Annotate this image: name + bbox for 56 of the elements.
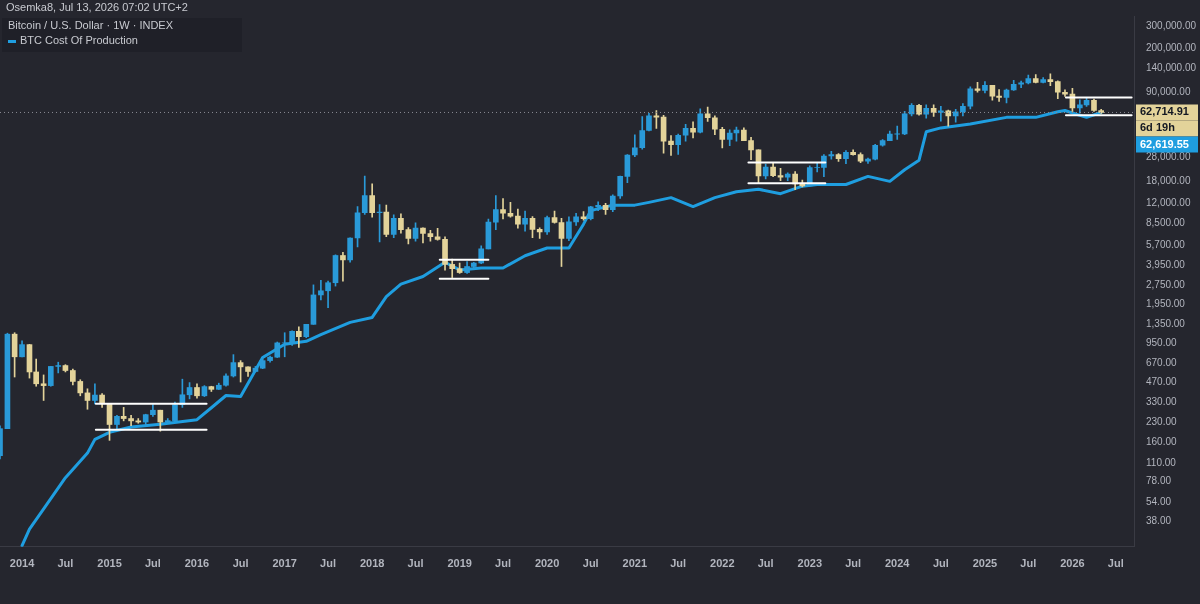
x-tick-label: 2015 bbox=[97, 557, 122, 570]
x-tick-label: 2025 bbox=[972, 557, 998, 570]
x-tick-label: Jul bbox=[582, 557, 599, 570]
y-tick-label: 8,500.00 bbox=[1146, 216, 1186, 228]
x-tick-label: Jul bbox=[845, 557, 862, 570]
y-tick-label: 5,700.00 bbox=[1146, 238, 1186, 250]
x-tick-label: Jul bbox=[232, 557, 249, 570]
x-tick-label: Jul bbox=[407, 557, 424, 570]
x-tick-label: 2017 bbox=[272, 557, 297, 570]
y-tick-label: 670.00 bbox=[1146, 356, 1178, 368]
x-tick-label: Jul bbox=[757, 557, 774, 570]
y-tick-label: 78.00 bbox=[1146, 475, 1172, 487]
x-tick-label: Jul bbox=[1020, 557, 1037, 570]
x-tick-label: Jul bbox=[495, 557, 511, 570]
y-tick-label: 140,000.00 bbox=[1146, 61, 1197, 73]
x-tick-label: 2018 bbox=[359, 557, 385, 570]
x-tick-label: 2026 bbox=[1060, 557, 1085, 570]
text: 62,619.55 bbox=[1140, 137, 1189, 150]
x-tick-label: Jul bbox=[1107, 557, 1124, 570]
y-tick-label: 54.00 bbox=[1146, 495, 1172, 507]
text: Osemka8, Jul 13, 2026 07:02 UTC+2 bbox=[6, 1, 188, 14]
y-tick-label: 3,950.00 bbox=[1146, 258, 1186, 270]
candlestick bbox=[938, 106, 944, 122]
x-tick-label: 2022 bbox=[710, 557, 735, 570]
x-tick-label: Jul bbox=[932, 557, 949, 570]
y-tick-label: 200,000.00 bbox=[1146, 42, 1197, 54]
x-tick-label: 2019 bbox=[447, 557, 472, 570]
y-tick-label: 90,000.00 bbox=[1146, 86, 1191, 98]
y-tick-label: 230.00 bbox=[1146, 415, 1178, 427]
ref-line-label: 62,714.91 bbox=[1140, 105, 1189, 118]
chart-title: Bitcoin / U.S. Dollar · 1W · INDEX bbox=[8, 19, 174, 32]
x-tick-label: 2023 bbox=[797, 557, 822, 570]
x-tick-label: Jul bbox=[57, 557, 74, 570]
y-tick-label: 12,000.00 bbox=[1146, 197, 1191, 209]
y-tick-label: 38.00 bbox=[1146, 515, 1172, 527]
x-tick-label: Jul bbox=[670, 557, 687, 570]
x-tick-label: 2016 bbox=[184, 557, 210, 570]
y-tick-label: 160.00 bbox=[1146, 435, 1178, 447]
y-tick-label: 950.00 bbox=[1146, 337, 1178, 349]
y-tick-label: 1,350.00 bbox=[1146, 318, 1186, 330]
y-tick-label: 18,000.00 bbox=[1146, 175, 1191, 187]
y-tick-label: 110.00 bbox=[1146, 456, 1177, 468]
x-tick-label: 2020 bbox=[534, 557, 560, 570]
y-tick-label: 1,950.00 bbox=[1146, 297, 1186, 309]
text: 6d 19h bbox=[1140, 121, 1176, 134]
x-tick-label: 2021 bbox=[622, 557, 648, 570]
y-tick-label: 28,000.00 bbox=[1146, 150, 1191, 162]
x-tick-label: 2024 bbox=[884, 557, 911, 570]
y-tick-label: 330.00 bbox=[1146, 395, 1178, 407]
y-tick-label: 470.00 bbox=[1146, 376, 1178, 388]
x-tick-label: 2014 bbox=[9, 557, 36, 570]
x-tick-label: Jul bbox=[320, 557, 337, 570]
y-tick-label: 300,000.00 bbox=[1146, 19, 1197, 31]
x-tick-label: Jul bbox=[144, 557, 161, 570]
y-tick-label: 2,750.00 bbox=[1146, 278, 1186, 290]
legend-label: BTC Cost Of Production bbox=[20, 34, 138, 47]
